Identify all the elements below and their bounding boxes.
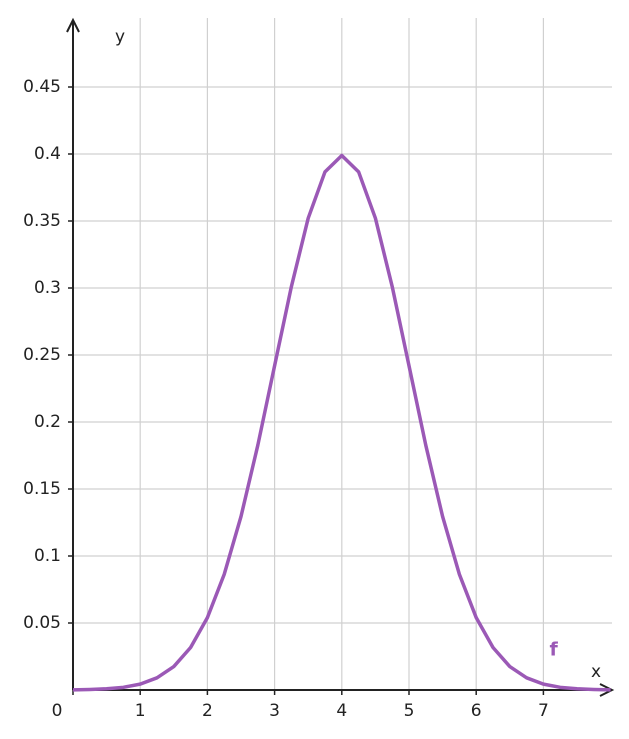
- y-tick-label: 0.05: [23, 613, 61, 633]
- y-tick-label: 0.35: [23, 211, 61, 231]
- x-tick-label: 5: [404, 701, 415, 721]
- y-tick-label: 0.2: [34, 412, 61, 432]
- grid: [73, 18, 612, 690]
- x-tick-label: 3: [269, 701, 280, 721]
- x-tick-label: 1: [135, 701, 146, 721]
- y-tick-label: 0.15: [23, 479, 61, 499]
- y-axis-label: y: [115, 27, 125, 47]
- series-label: f: [549, 639, 558, 661]
- x-axis-label: x: [591, 662, 601, 682]
- x-tick-label: 0: [52, 701, 63, 721]
- x-tick-label: 7: [538, 701, 549, 721]
- y-tick-label: 0.1: [34, 546, 61, 566]
- x-tick-label: 2: [202, 701, 213, 721]
- x-tick-label: 4: [336, 701, 347, 721]
- x-axis-arrow: [599, 683, 615, 697]
- x-tick-label: 6: [471, 701, 482, 721]
- axes: [66, 17, 615, 697]
- y-tick-label: 0.45: [23, 77, 61, 97]
- curve: [72, 153, 611, 692]
- y-tick-label: 0.3: [34, 278, 61, 298]
- y-tick-label: 0.4: [34, 144, 61, 164]
- y-tick-label: 0.25: [23, 345, 61, 365]
- y-axis-arrow: [66, 17, 80, 33]
